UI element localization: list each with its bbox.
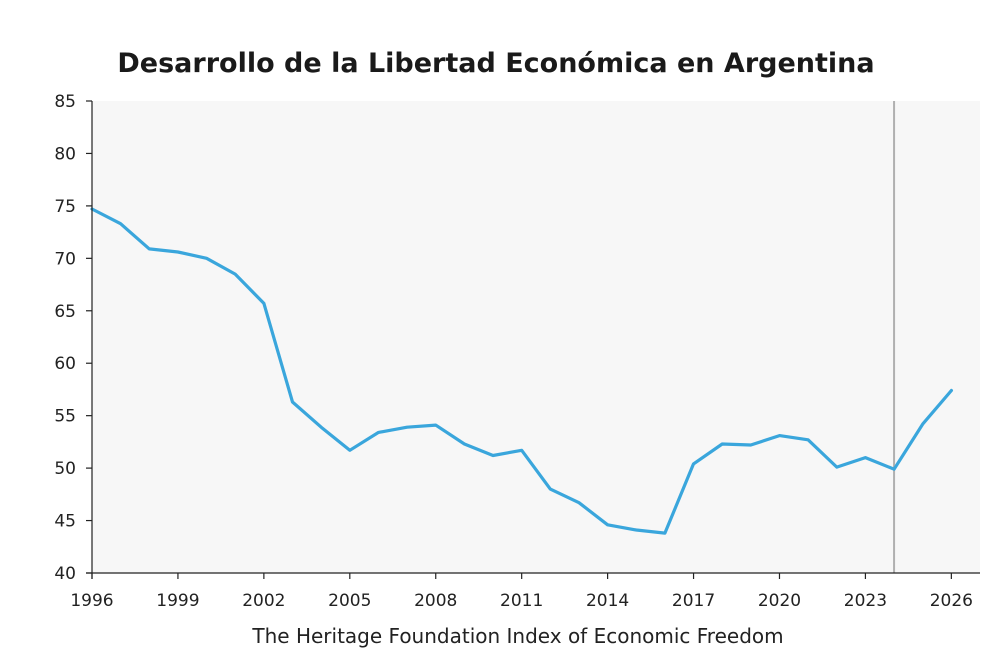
chart-title: Desarrollo de la Libertad Económica en A… (117, 48, 875, 79)
x-tick-label: 2005 (328, 591, 371, 611)
x-tick-label: 2014 (586, 591, 629, 611)
y-ticks: 40 45 50 55 60 65 70 75 80 85 (54, 92, 92, 584)
y-tick-label: 75 (54, 197, 76, 217)
axes-group (86, 101, 980, 579)
y-tick-label: 55 (54, 407, 76, 427)
x-tick-label: 2020 (758, 591, 801, 611)
x-tick-label: 1999 (156, 591, 199, 611)
x-tick-label: 2002 (242, 591, 285, 611)
y-tick-label: 85 (54, 92, 76, 112)
x-tick-label: 2023 (844, 591, 887, 611)
x-tick-label: 2008 (414, 591, 457, 611)
y-tick-label: 40 (54, 564, 76, 584)
y-tick-label: 45 (54, 512, 76, 532)
y-tick-label: 50 (54, 459, 76, 479)
x-axis-title: The Heritage Foundation Index of Economi… (251, 624, 783, 648)
plot-background (92, 101, 980, 573)
y-tick-label: 80 (54, 144, 76, 164)
y-tick-label: 65 (54, 302, 76, 322)
x-tick-label: 2011 (500, 591, 543, 611)
x-tick-label: 2017 (672, 591, 715, 611)
x-tick-label: 2026 (930, 591, 973, 611)
x-ticks: 1996 1999 2002 2005 2008 2011 2014 2017 2020 2023… (70, 573, 973, 611)
x-tick-label: 1996 (70, 591, 113, 611)
y-tick-label: 70 (54, 249, 76, 269)
y-tick-label: 60 (54, 354, 76, 374)
